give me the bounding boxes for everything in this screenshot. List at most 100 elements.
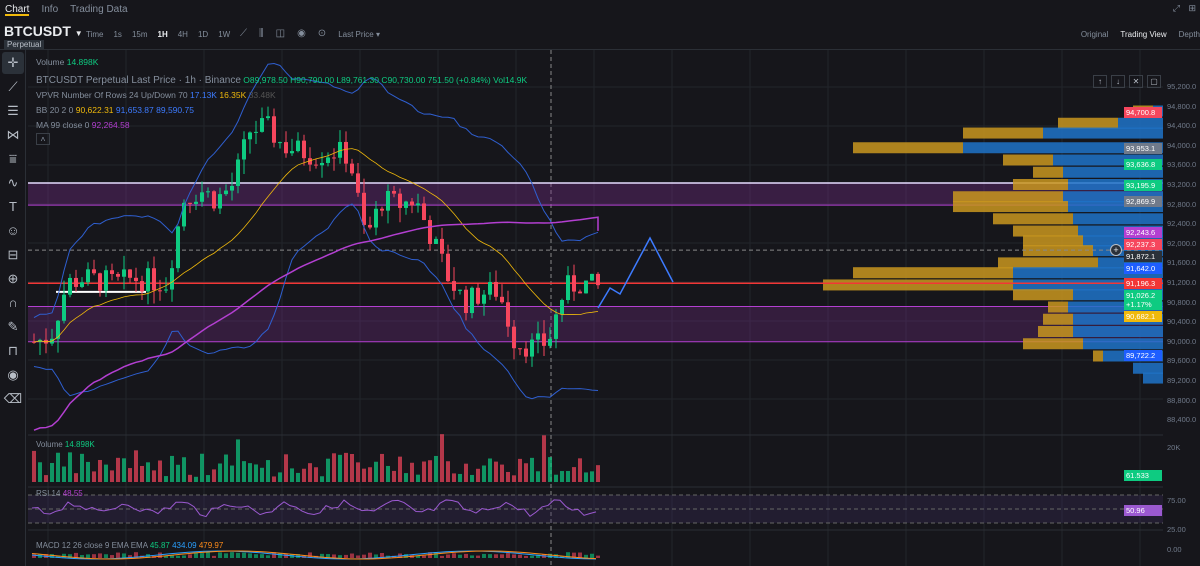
volume-bar — [194, 476, 198, 482]
macd-histogram-bar — [32, 554, 36, 558]
magnet-icon[interactable]: ∩ — [8, 295, 18, 310]
macd-histogram-bar — [266, 555, 270, 558]
price-tick: 88,400.0 — [1167, 415, 1197, 425]
candle-body — [332, 157, 336, 159]
volume-bar — [290, 468, 294, 482]
add-alert-icon[interactable]: + — [1110, 244, 1122, 256]
volume-bar — [374, 461, 378, 482]
vpvr-down-bar — [1048, 301, 1068, 313]
macd-histogram-bar — [176, 555, 180, 558]
crosshair-icon[interactable]: ✛ — [2, 52, 24, 74]
price-tick: 94,400.0 — [1167, 121, 1197, 131]
vpvr-down-bar — [1038, 326, 1073, 337]
vpvr-up-bar — [1083, 235, 1163, 247]
eye-icon[interactable]: ◉ — [7, 367, 19, 382]
zoom-icon[interactable]: ⊕ — [7, 271, 19, 286]
timeframe-1d[interactable]: 1D — [197, 30, 209, 39]
candle-body — [266, 116, 270, 119]
volume-bar — [302, 468, 306, 482]
maximize-button[interactable]: ▢ — [1147, 75, 1161, 88]
price-chart[interactable] — [28, 50, 1163, 566]
volume-bar — [554, 474, 558, 482]
collapse-legend-button[interactable]: ˄ — [36, 133, 50, 145]
fib-icon[interactable]: ⩸ — [9, 151, 17, 166]
volume-bar — [536, 471, 540, 482]
macd-histogram-bar — [308, 552, 312, 558]
timeframe-4h[interactable]: 4H — [177, 30, 188, 39]
wave-icon[interactable]: ∿ — [7, 175, 19, 190]
vpvr-down-bar — [853, 267, 1013, 279]
ruler-icon[interactable]: ⊟ — [7, 247, 19, 262]
indicator-icon[interactable]: ⟋ — [240, 28, 247, 39]
text-icon[interactable]: T — [9, 199, 17, 214]
candle-body — [224, 190, 228, 195]
timeframe-15m[interactable]: 15m — [131, 30, 148, 39]
collapse-button[interactable]: ✕ — [1129, 75, 1143, 88]
settings-icon[interactable]: ⊙ — [317, 28, 327, 39]
tab-trading-data[interactable]: Trading Data — [70, 4, 128, 15]
volume-bar — [92, 471, 96, 482]
candle-body — [422, 203, 426, 221]
macd-histogram-bar — [254, 554, 258, 558]
candle-body — [200, 192, 204, 202]
timeframe-time[interactable]: Time — [86, 30, 104, 39]
price-axis[interactable]: 95,200.0 94,800.0 94,400.0 94,000.0 93,600.0… — [1163, 50, 1200, 566]
horizontal-lines-icon[interactable]: ☰ — [7, 103, 19, 118]
candle-body — [548, 338, 552, 346]
macd-histogram-bar — [404, 554, 408, 558]
macd-histogram-bar — [596, 555, 600, 558]
view-depth[interactable]: Depth — [1178, 30, 1200, 39]
price-tick: 92,800.0 — [1167, 199, 1197, 209]
expand-icon[interactable]: ⤢ — [1172, 3, 1180, 13]
view-trading-view[interactable]: Trading View — [1120, 30, 1167, 39]
candle-body — [338, 141, 342, 158]
layout-grid-icon[interactable]: ⊞ — [1188, 3, 1196, 13]
trash-icon[interactable]: ⌫ — [3, 391, 23, 406]
macd-histogram-bar — [110, 555, 114, 558]
tab-info[interactable]: Info — [41, 4, 59, 15]
price-label-badge: 94,700.8 — [1124, 106, 1162, 118]
pencil-lock-icon[interactable]: ✎ — [7, 319, 19, 334]
candle-body — [146, 268, 150, 292]
macd-histogram-bar — [374, 554, 378, 558]
price-label-badge: 93,195.9 — [1124, 180, 1162, 192]
view-original[interactable]: Original — [1080, 30, 1109, 39]
macd-histogram-bar — [98, 553, 102, 558]
candle-body — [110, 270, 114, 274]
tab-chart[interactable]: Chart — [5, 4, 30, 16]
candle-body — [116, 273, 120, 277]
candle-body — [446, 253, 450, 282]
scroll-down-button[interactable]: ↓ — [1111, 75, 1125, 88]
symbol-selector[interactable]: BTCUSDT ▼ — [4, 23, 83, 42]
pattern-icon[interactable]: ⋈ — [6, 127, 20, 142]
trendline-icon[interactable]: ⟋ — [8, 79, 18, 94]
scroll-up-button[interactable]: ↑ — [1093, 75, 1107, 88]
lock-icon[interactable]: ⊓ — [7, 343, 19, 358]
timeframe-1h[interactable]: 1H — [157, 30, 168, 39]
macd-histogram-bar — [536, 554, 540, 558]
chart-type-icon[interactable]: ⫼ — [259, 28, 264, 39]
replay-icon[interactable]: ◉ — [297, 28, 306, 39]
macd-histogram-bar — [572, 552, 576, 558]
volume-bar — [242, 461, 246, 482]
price-label-badge: 90,682.1 — [1124, 311, 1162, 323]
vpvr-up-bar — [1078, 225, 1163, 237]
timeframe-1w[interactable]: 1W — [218, 30, 231, 39]
volume-bar — [218, 463, 222, 482]
vpvr-up-bar — [1118, 117, 1163, 129]
price-source-dropdown[interactable]: Last Price ▾ — [338, 30, 381, 39]
volume-bar — [56, 452, 60, 482]
macd-histogram-bar — [194, 552, 198, 558]
vpvr-down-bar — [993, 213, 1073, 225]
price-tick: 93,600.0 — [1167, 160, 1197, 170]
candle-body — [74, 277, 78, 287]
emoji-icon[interactable]: ☺ — [6, 223, 20, 238]
macd-histogram-bar — [506, 553, 510, 558]
macd-histogram-bar — [104, 554, 108, 558]
volume-bar — [50, 462, 54, 482]
volume-bar — [128, 468, 132, 482]
timeframe-1s[interactable]: 1s — [113, 30, 122, 39]
volume-bar — [512, 475, 516, 482]
camera-icon[interactable]: ◫ — [275, 28, 286, 39]
macd-histogram-bar — [590, 553, 594, 558]
